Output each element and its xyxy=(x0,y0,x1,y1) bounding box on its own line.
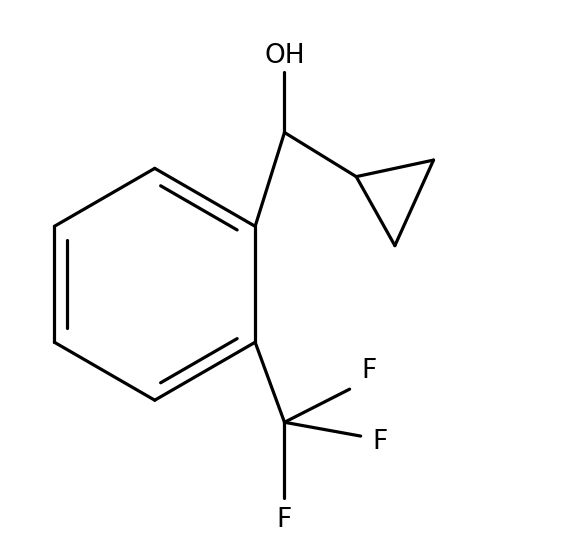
Text: F: F xyxy=(362,358,377,384)
Text: F: F xyxy=(373,428,388,455)
Text: F: F xyxy=(277,507,292,533)
Text: OH: OH xyxy=(264,43,305,69)
